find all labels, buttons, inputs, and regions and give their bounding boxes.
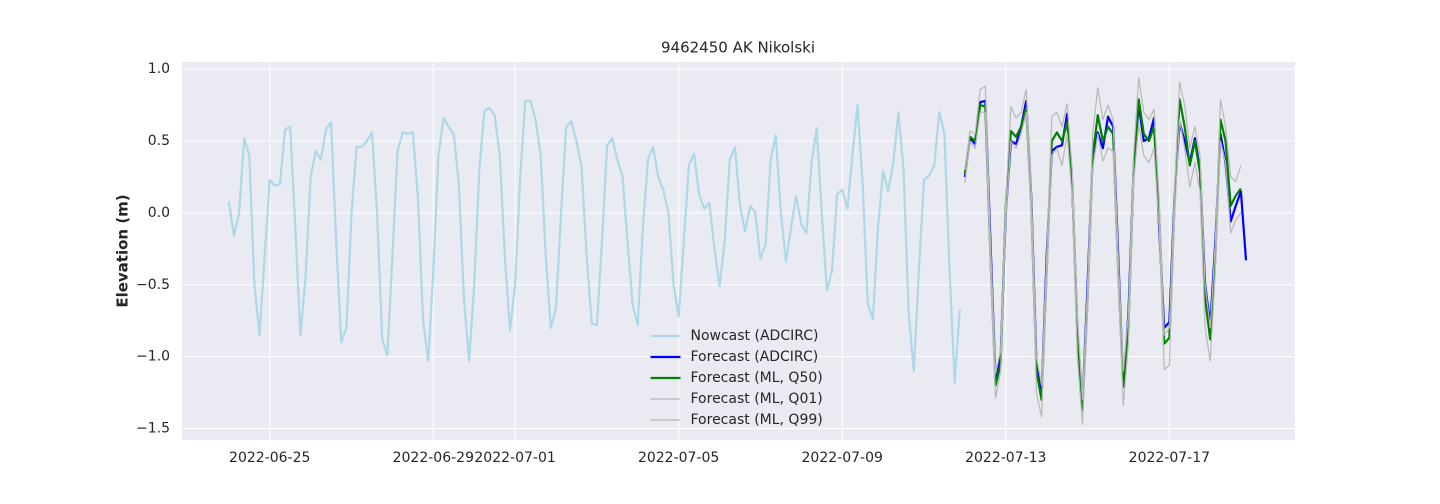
lines — [227, 77, 1248, 425]
x-tick-label: 2022-06-25 — [229, 450, 310, 466]
x-tick-label: 2022-06-29 — [393, 450, 474, 466]
series-line — [227, 99, 961, 384]
y-axis-label: Elevation (m) — [114, 194, 132, 307]
legend-label: Nowcast (ADCIRC) — [691, 328, 819, 344]
series-line — [964, 111, 1242, 425]
y-tick-label: 0.0 — [148, 205, 170, 221]
grid — [182, 62, 1295, 440]
y-tick-label: −1.0 — [136, 349, 170, 365]
legend-label: Forecast (ADCIRC) — [691, 349, 819, 365]
y-tick-label: 1.0 — [148, 61, 170, 77]
x-tick-label: 2022-07-09 — [802, 450, 883, 466]
plot-area — [182, 62, 1295, 440]
x-tick-label: 2022-07-01 — [474, 450, 555, 466]
chart-title: 9462450 AK Nikolski — [661, 39, 815, 57]
legend-label: Forecast (ML, Q99) — [691, 412, 823, 428]
y-tick-label: −0.5 — [136, 277, 170, 293]
y-tick-label: 0.5 — [148, 133, 170, 149]
series-line — [964, 77, 1242, 401]
legend-label: Forecast (ML, Q50) — [691, 370, 823, 386]
legend: Nowcast (ADCIRC) Forecast (ADCIRC) Forecas… — [650, 328, 823, 428]
x-tick-label: 2022-07-13 — [965, 450, 1046, 466]
x-tick-label: 2022-07-17 — [1129, 450, 1210, 466]
legend-label: Forecast (ML, Q01) — [691, 391, 823, 407]
series-line — [963, 98, 1242, 411]
x-tick-label: 2022-07-05 — [638, 450, 719, 466]
y-tick-label: −1.5 — [136, 421, 170, 437]
